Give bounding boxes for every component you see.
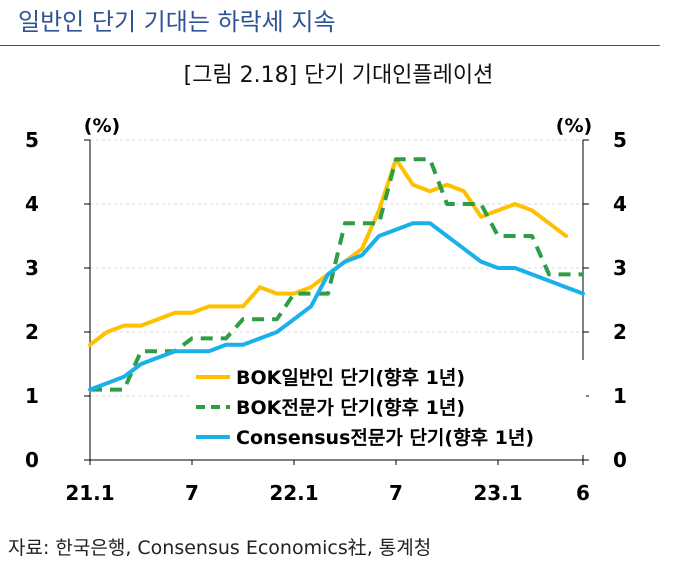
x-tick-label: 7	[185, 481, 199, 505]
x-tick-label: 7	[389, 481, 403, 505]
heading-divider	[0, 45, 660, 46]
y-tick-label-right: 2	[613, 320, 627, 344]
legend-label-2: BOK전문가 단기(향후 1년)	[236, 397, 465, 419]
y-tick-label-right: 3	[613, 256, 627, 280]
line-chart: 0 0 1 1 2 2 3 3 4 4 5 5 (%) (%) 21.1 7 22.1 7 23.1 6 BOK일반인…	[25, 115, 627, 505]
y-unit-right: (%)	[556, 115, 592, 137]
y-unit-left: (%)	[84, 115, 120, 137]
series-line-3	[88, 221, 585, 392]
series-line-1	[88, 157, 568, 347]
x-tick-label: 21.1	[65, 481, 114, 505]
chart-title: [그림 2.18] 단기 기대인플레이션	[183, 63, 494, 88]
y-tick-label-right: 4	[613, 192, 627, 216]
y-tick-label-right: 5	[613, 128, 627, 152]
y-tick-label-left: 0	[25, 448, 39, 472]
y-tick-label-left: 4	[25, 192, 39, 216]
y-tick-label-right: 1	[613, 384, 627, 408]
y-tick-label-right: 0	[613, 448, 627, 472]
legend-label-1: BOK일반인 단기(향후 1년)	[236, 367, 465, 389]
series-lines	[88, 157, 585, 392]
section-heading: 일반인 단기 기대는 하락세 지속	[18, 8, 336, 36]
y-tick-label-left: 5	[25, 128, 39, 152]
legend-label-3: Consensus전문가 단기(향후 1년)	[236, 427, 534, 449]
x-tick-label: 22.1	[269, 481, 318, 505]
y-tick-label-left: 2	[25, 320, 39, 344]
y-tick-label-left: 3	[25, 256, 39, 280]
legend-background	[190, 360, 586, 455]
x-tick-label: 6	[576, 481, 590, 505]
source-note: 자료: 한국은행, Consensus Economics社, 통계청	[8, 537, 432, 559]
x-tick-label: 23.1	[473, 481, 522, 505]
legend: BOK일반인 단기(향후 1년) BOK전문가 단기(향후 1년) Consensu…	[190, 360, 586, 455]
y-tick-label-left: 1	[25, 384, 39, 408]
